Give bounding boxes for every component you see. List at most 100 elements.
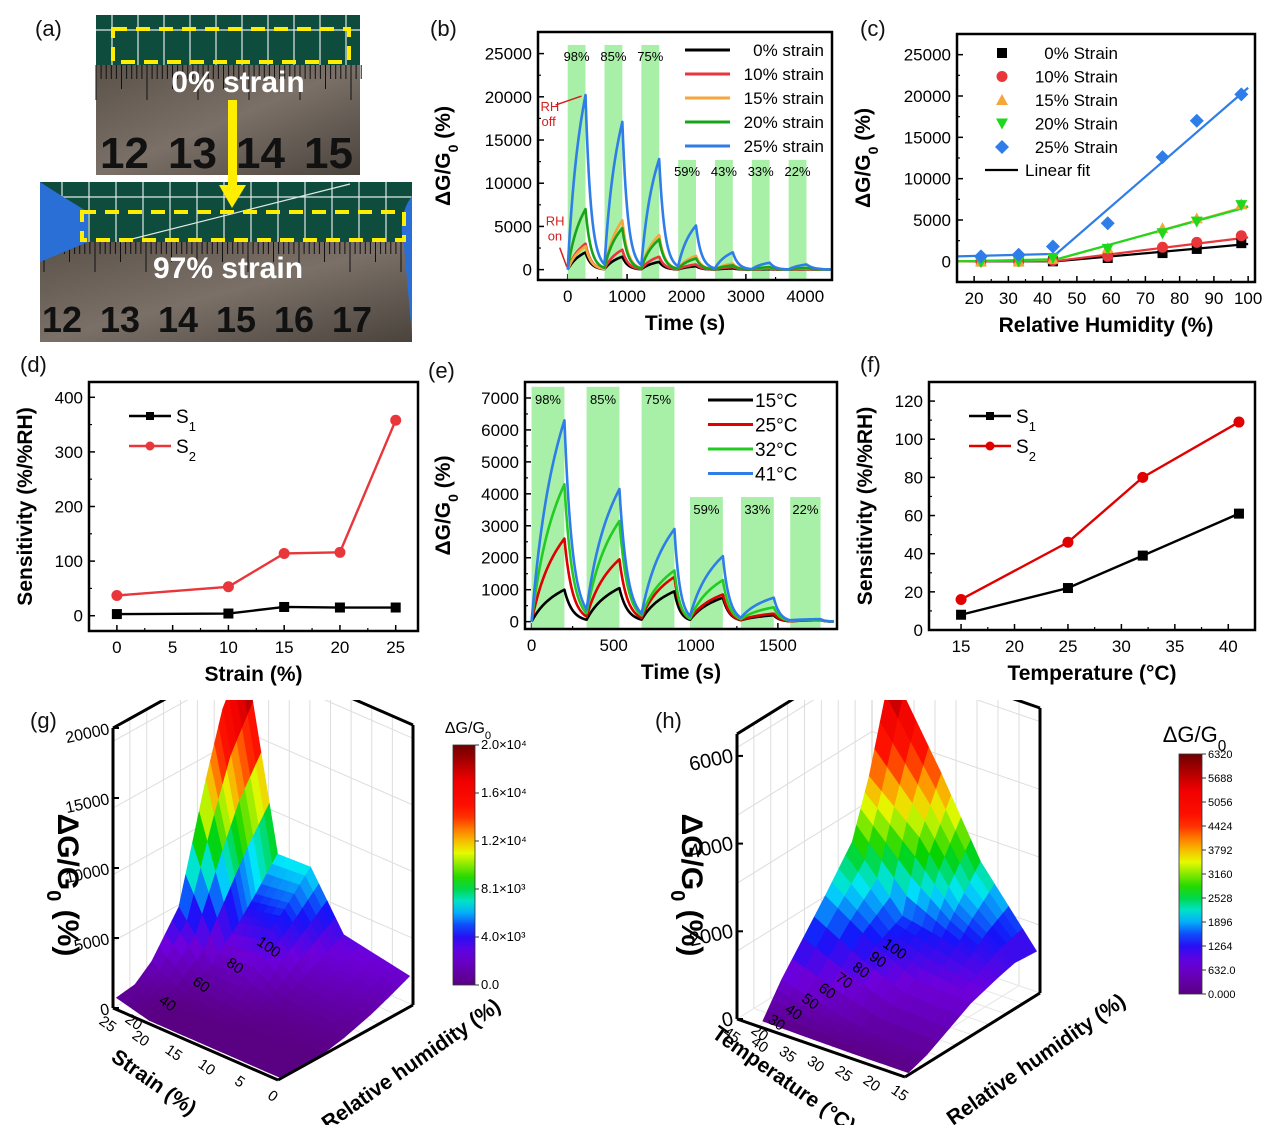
x-tick-label: 20 [1005,637,1024,656]
marker-square [986,412,994,420]
colorbar-tick-label: 5688 [1208,773,1232,785]
marker-circle [956,594,967,605]
x-tick-label: 15 [888,1082,911,1105]
colorbar-tick-label: 1896 [1208,917,1232,929]
marker-diamond [995,140,1009,154]
y-tick-label: 0 [942,252,951,271]
band-label: 43% [711,164,737,179]
y-tick-label: 60 [904,507,923,526]
ruler-number: 15 [216,299,256,340]
marker-circle [279,548,290,559]
y-axis-label: ΔG/G0 (%) [432,106,461,206]
marker-square [1138,551,1148,561]
ruler-number: 13 [100,299,140,340]
band-label: 85% [600,49,626,64]
panel-label-h: (h) [655,708,682,734]
band-label: 22% [792,502,818,517]
y-label-part: (%) [432,456,455,495]
x-tick-label: 70 [1136,289,1155,308]
fit-line [957,254,1056,256]
legend-label: 25% Strain [1035,138,1118,157]
y-tick-label: 4000 [481,485,519,504]
x-tick-label: 500 [599,636,627,655]
annotation-rh-on-1: RH [546,214,565,229]
x-tick-label: 30 [999,289,1018,308]
x-tick-label: 1000 [677,636,715,655]
marker-circle [334,547,345,558]
annotation-arrow [560,248,567,267]
x-tick-label: 90 [1204,289,1223,308]
y-tick-label: 80 [904,468,923,487]
y-tick-label: 7000 [481,389,519,408]
legend-label: 32°C [755,440,797,461]
ruler-number: 16 [274,299,314,340]
y-tick-label: 20000 [485,88,532,107]
y-label-part: ΔG/G [852,154,875,208]
ruler-number: 17 [332,299,372,340]
z-label-part: 0 [42,890,64,901]
y-tick-label: 2000 [481,549,519,568]
x-tick-label: 25 [386,638,405,657]
marker-circle [986,442,995,451]
x-tick-label: 15 [275,638,294,657]
fit-line [1056,207,1248,259]
marker-circle [997,71,1008,82]
legend-label: 10% Strain [1035,68,1118,87]
band-label: 75% [645,392,671,407]
colorbar-tick-label: 1.2×10⁴ [481,833,527,848]
x-axis-label: Time (s) [641,661,721,684]
y-tick-label: 6000 [481,421,519,440]
y-label-part: ΔG/G [432,152,455,206]
x-tick-label: 0 [264,1087,281,1106]
band-label: 98% [564,49,590,64]
legend-label: 15°C [755,391,797,412]
y-tick-label: 25000 [904,46,951,65]
colorbar-title: ΔG/G0 [445,720,491,742]
x-tick-label: 25 [1058,637,1077,656]
marker-square [279,602,289,612]
x-tick-label: 5 [168,638,177,657]
y-tick-label: 100 [895,430,923,449]
x-tick-label: 20 [965,289,984,308]
z-label-part: ΔG/G [51,814,84,891]
x-axis-label: Temperature (°C) [1007,662,1176,685]
y-tick-label: 5000 [913,211,951,230]
y-tick-label: 3000 [481,517,519,536]
y-axis-label: Relative humidity (%) [943,989,1130,1125]
band-label: 33% [744,502,770,517]
annotation-rh-off-1: RH [541,99,560,114]
y-label-sub: 0 [445,494,461,502]
colorbar-tick-label: 4.0×10³ [481,929,526,944]
x-tick-label: 10 [195,1056,218,1079]
series-line-S1 [117,607,396,614]
x-tick-label: 1500 [759,636,797,655]
annotation-rh-on-2: on [548,229,562,244]
legend-label: S2 [176,437,196,464]
legend-label: S2 [1016,437,1036,464]
x-tick-label: 30 [1112,637,1131,656]
panel-label-d: (d) [20,352,47,378]
x-tick-label: 15 [952,637,971,656]
y-label-sub: 0 [865,146,881,154]
x-axis-label: Time (s) [645,312,725,335]
marker-circle [223,581,234,592]
marker-triangle-down [1157,228,1169,239]
marker-circle [1233,417,1244,428]
plot-frame [929,382,1255,630]
band-label: 22% [785,164,811,179]
z-tick-label: 6000 [687,745,735,776]
marker-circle [1157,242,1168,253]
series-line-S1 [961,514,1239,615]
legend-label: Linear fit [1025,161,1090,180]
ruler-number: 14 [236,129,285,178]
x-tick-label: 100 [1234,289,1262,308]
